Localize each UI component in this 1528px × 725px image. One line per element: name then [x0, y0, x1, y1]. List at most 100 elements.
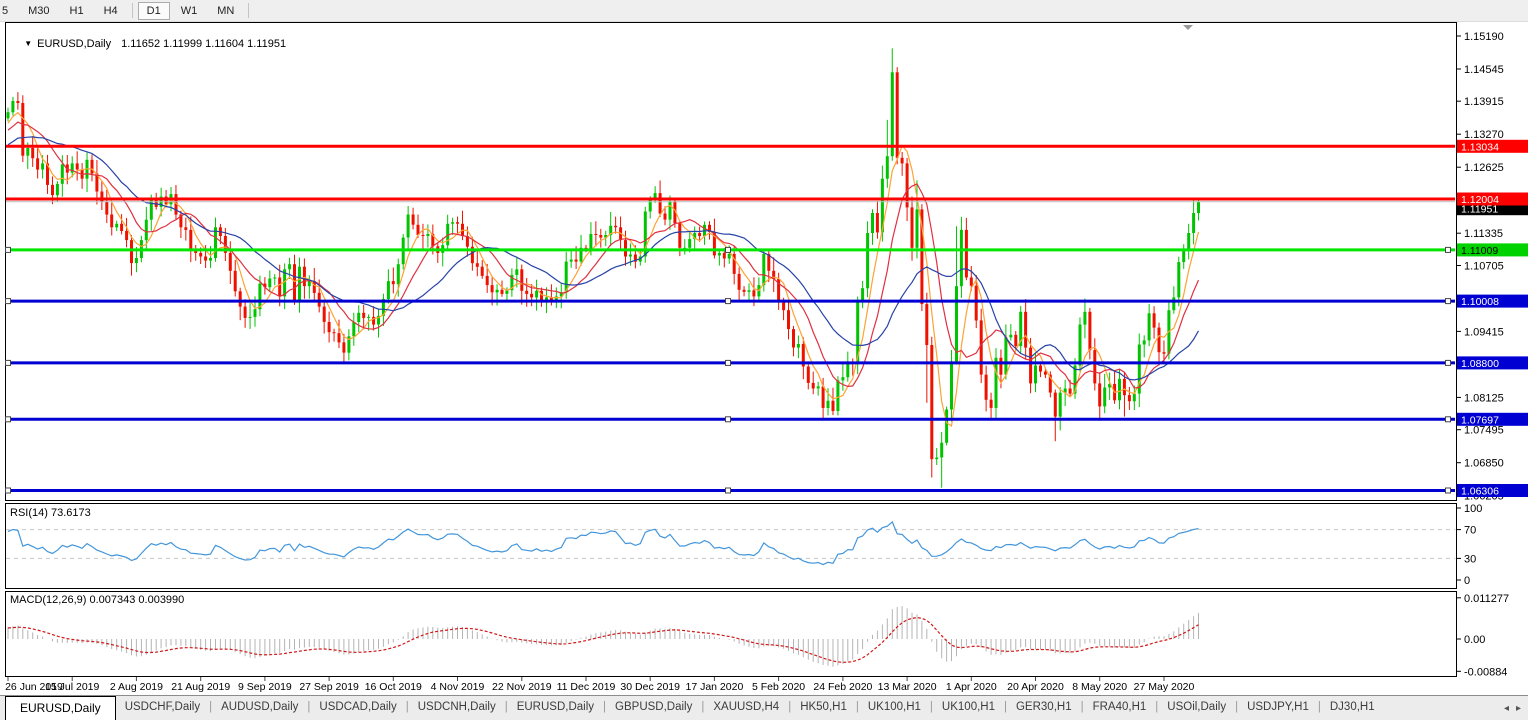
hline-handle[interactable] — [1445, 416, 1451, 423]
tab-separator: | — [788, 701, 792, 713]
hline-handle[interactable] — [725, 298, 731, 305]
date-axis-label: 26 Jun 2019 — [5, 681, 63, 693]
price-badge-text: 1.11009 — [1461, 245, 1498, 257]
date-axis-label: 4 Nov 2019 — [431, 681, 485, 693]
bottom-tab-12[interactable]: FRA40,H1 — [1092, 701, 1147, 713]
timeframe-button-w1[interactable]: W1 — [180, 4, 198, 17]
date-axis-label: 16 Oct 2019 — [365, 681, 422, 693]
toolbar-separator — [248, 3, 250, 18]
hline-handle[interactable] — [1445, 298, 1451, 305]
timeframe-toolbar: 5 M30 H1 H4 D1 W1 MN — [0, 0, 1528, 22]
price-axis-tick: 1.08125 — [1464, 392, 1504, 404]
bottom-tab-9[interactable]: UK100,H1 — [867, 701, 921, 713]
rsi-axis-tick: 70 — [1464, 525, 1476, 537]
price-badge-1.13034 — [1457, 139, 1528, 153]
tab-separator: | — [1235, 701, 1239, 713]
price-badge-1.07697 — [1457, 412, 1528, 426]
price-axis-tick: 1.07495 — [1464, 425, 1504, 437]
timeframe-button-m30[interactable]: M30 — [28, 4, 50, 17]
hline-handle[interactable] — [1445, 359, 1451, 366]
date-axis-label: 22 Nov 2019 — [492, 681, 552, 693]
bottom-tab-7[interactable]: XAUUSD,H4 — [713, 701, 780, 713]
bottom-tab-15[interactable]: DJ30,H1 — [1329, 701, 1375, 713]
date-axis-label: 11 Dec 2019 — [557, 681, 616, 693]
hline-handle[interactable] — [5, 298, 11, 305]
bottom-tab-10[interactable]: UK100,H1 — [941, 701, 995, 713]
hline-handle[interactable] — [725, 359, 731, 366]
main-panel — [5, 22, 1457, 501]
rsi-axis-tick: 100 — [1464, 503, 1482, 515]
chart-shift-marker-icon — [1183, 25, 1193, 30]
hline-handle[interactable] — [1445, 246, 1451, 253]
date-axis-label: 1 Apr 2020 — [946, 681, 997, 693]
price-badge-1.06306 — [1457, 484, 1528, 497]
hline-handle[interactable] — [5, 487, 11, 494]
bottom-tab-11[interactable]: GER30,H1 — [1015, 701, 1072, 713]
date-axis-label: 21 Aug 2019 — [171, 681, 230, 693]
price-badge-1.08800 — [1457, 356, 1528, 370]
tab-separator: | — [1003, 701, 1007, 713]
bottom-tab-4[interactable]: USDCNH,Daily — [417, 701, 496, 713]
chart-tab-bar: EURUSD,Daily USDCHF,Daily | AUDUSD,Daily | US… — [0, 695, 1528, 720]
bottom-tab-14[interactable]: USDJPY,H1 — [1247, 701, 1309, 713]
timeframe-button-d1[interactable]: D1 — [137, 1, 170, 20]
price-badge-text: 1.10008 — [1461, 296, 1499, 308]
tab-separator: | — [307, 701, 311, 713]
tab-separator: | — [701, 701, 705, 713]
bottom-tab-3[interactable]: USDCAD,Daily — [319, 701, 397, 713]
timeframe-button-5[interactable]: 5 — [2, 4, 9, 17]
price-axis-tick: 1.12625 — [1464, 162, 1504, 174]
macd-axis-tick: -0.00884 — [1464, 666, 1507, 678]
tab-separator: | — [209, 701, 213, 713]
price-axis-tick: 1.13915 — [1464, 96, 1504, 108]
hline-handle[interactable] — [1445, 487, 1451, 494]
price-axis-tick: 1.09415 — [1464, 326, 1504, 338]
macd-axis-tick: 0.00 — [1464, 634, 1485, 646]
rsi-axis-tick: 30 — [1464, 553, 1476, 565]
price-axis-tick: 1.15190 — [1464, 31, 1504, 43]
bottom-tab-5[interactable]: EURUSD,Daily — [516, 701, 595, 713]
date-axis-label: 30 Dec 2019 — [620, 681, 680, 693]
date-axis-label: 17 Jan 2020 — [685, 681, 743, 693]
macd-signal-line — [7, 616, 1199, 663]
hline-handle[interactable] — [725, 487, 731, 494]
tab-separator: | — [504, 701, 508, 713]
bottom-tab-6[interactable]: GBPUSD,Daily — [615, 701, 693, 713]
price-axis-tick: 1.11335 — [1464, 228, 1503, 240]
price-badge-text: 1.06306 — [1461, 486, 1499, 498]
bottom-tab-8[interactable]: HK50,H1 — [800, 701, 847, 713]
date-axis-label: 2 Aug 2019 — [110, 681, 163, 693]
date-axis-label: 5 Feb 2020 — [752, 681, 805, 693]
timeframe-button-h1[interactable]: H1 — [69, 4, 84, 17]
hline-handle[interactable] — [725, 246, 731, 253]
price-axis-tick: 1.06850 — [1464, 458, 1504, 470]
hline-handle[interactable] — [5, 246, 11, 253]
price-badge-1.11009 — [1457, 243, 1528, 257]
tab-scroll-left-icon[interactable]: ◂ — [1503, 703, 1509, 714]
macd-axis-tick: 0.011277 — [1464, 593, 1509, 605]
date-axis-label: 27 May 2020 — [1134, 681, 1195, 693]
tab-separator: | — [603, 701, 607, 713]
date-axis-label: 20 Apr 2020 — [1007, 681, 1064, 693]
price-badge-text: 1.13034 — [1461, 141, 1499, 153]
tab-separator: | — [855, 701, 859, 713]
date-axis-label: 24 Feb 2020 — [813, 681, 872, 693]
timeframe-button-mn[interactable]: MN — [217, 4, 235, 17]
bottom-tab-0[interactable]: EURUSD,Daily — [5, 696, 116, 720]
bottom-tab-2[interactable]: AUDUSD,Daily — [221, 701, 299, 713]
timeframe-button-h4[interactable]: H4 — [103, 4, 118, 17]
tab-scroll-right-icon[interactable]: ▸ — [1515, 703, 1521, 714]
tab-scroll-arrows: ◂ ▸ — [1488, 697, 1525, 720]
hline-handle[interactable] — [5, 416, 11, 423]
price-badge-text: 1.12004 — [1461, 194, 1499, 206]
price-axis-tick: 1.14545 — [1464, 64, 1504, 76]
date-axis-label: 15 Jul 2019 — [45, 681, 99, 693]
macd-panel — [5, 591, 1457, 677]
bottom-tab-13[interactable]: USOil,Daily — [1167, 701, 1227, 713]
tab-separator: | — [929, 701, 933, 713]
bottom-tab-1[interactable]: USDCHF,Daily — [124, 701, 201, 713]
hline-handle[interactable] — [5, 359, 11, 366]
ma-slow-line — [7, 136, 1200, 381]
hline-handle[interactable] — [725, 416, 731, 423]
